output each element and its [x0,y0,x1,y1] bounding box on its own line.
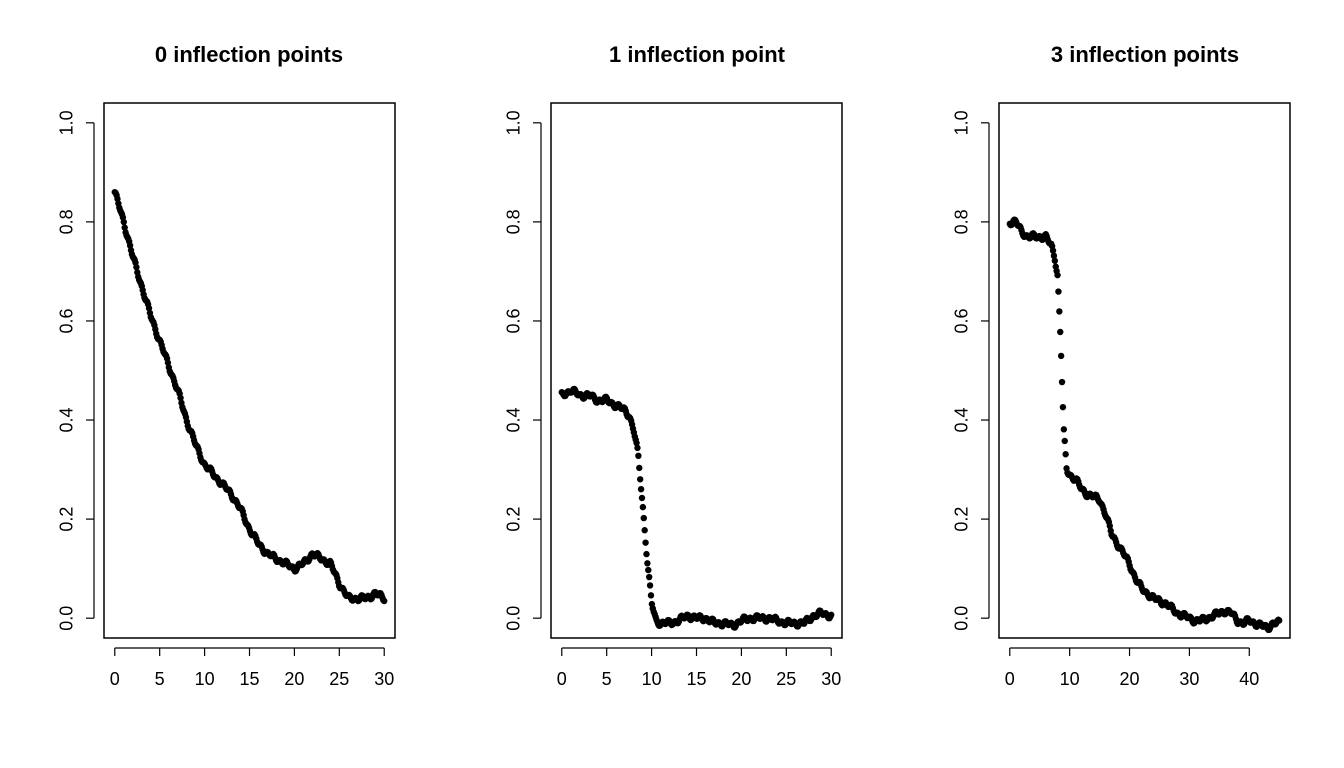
panel-title: 3 inflection points [1051,42,1239,67]
x-tick-label: 10 [195,669,215,689]
x-tick-label: 5 [602,669,612,689]
data-point [647,592,655,599]
data-point [1276,617,1283,624]
data-point [639,503,647,511]
x-tick-label: 30 [1179,669,1199,689]
y-tick-label: 0.8 [504,209,524,234]
x-tick-label: 15 [686,669,706,689]
x-tick-label: 30 [374,669,394,689]
data-point [1050,252,1058,260]
data-point [381,597,388,605]
y-tick-label: 0.6 [504,308,524,333]
data-point [1051,257,1059,264]
data-point [645,573,653,581]
data-points [558,385,835,631]
y-tick-label: 0.4 [57,408,77,433]
data-point [637,485,645,493]
x-tick-label: 25 [776,669,796,689]
data-point [1049,247,1057,254]
data-point [633,439,640,447]
y-tick-label: 1.0 [57,110,77,135]
data-point [634,444,641,452]
data-point [1059,403,1067,411]
y-tick-label: 1.0 [504,110,524,135]
panel-1: 0 inflection points 0 5 10 15 20 25 30 0.0 0.2 0.4… [57,42,396,689]
data-point [1055,288,1062,295]
data-point [164,359,172,366]
x-tick-label: 10 [1060,669,1080,689]
plot-frame [103,102,396,639]
y-tick-label: 0.8 [57,209,77,234]
data-point [1060,426,1068,433]
y-tick-label: 1.0 [952,110,972,135]
data-point [1058,378,1066,386]
plot-frame [998,102,1291,639]
data-point [646,582,654,589]
data-point [1062,451,1069,458]
data-point [1054,271,1061,279]
x-tick-label: 20 [284,669,304,689]
x-tick-label: 0 [557,669,567,689]
y-tick-label: 0.8 [952,209,972,234]
y-tick-label: 0.6 [952,308,972,333]
y-tick-label: 0.6 [57,308,77,333]
y-tick-label: 0.0 [504,606,524,631]
data-point [120,218,127,226]
y-tick-label: 0.0 [57,606,77,631]
y-tick-label: 0.2 [57,507,77,532]
y-tick-label: 0.2 [952,507,972,532]
y-tick-label: 0.2 [504,507,524,532]
data-point [121,224,128,231]
y-tick-label: 0.0 [952,606,972,631]
x-tick-label: 40 [1239,669,1259,689]
x-tick-label: 20 [731,669,751,689]
data-point [1057,352,1065,360]
x-tick-label: 20 [1120,669,1140,689]
data-point [645,566,652,574]
data-point [636,464,643,472]
data-point [635,452,642,459]
panel-title: 1 inflection point [609,42,786,67]
data-point [145,305,153,312]
data-point [640,514,647,522]
panel-2: 1 inflection point 0 5 10 15 20 25 30 0.0 0.2 0.4 0… [504,42,843,689]
data-point [641,527,648,534]
x-tick-label: 10 [642,669,662,689]
data-point [638,494,646,502]
data-point [177,394,184,402]
x-tick-label: 0 [110,669,120,689]
data-point [1056,308,1063,315]
data-point [1106,522,1114,530]
x-tick-label: 15 [239,669,259,689]
panel-3: 3 inflection points 0 10 20 30 40 0.0 0.2 0.4 0.6… [952,42,1291,689]
y-tick-label: 0.4 [504,408,524,433]
data-point [133,263,140,271]
data-point [1057,328,1064,336]
y-tick-label: 0.4 [952,408,972,433]
data-point [636,476,644,483]
data-point [644,560,651,567]
x-tick-label: 30 [821,669,841,689]
plot-frame [550,102,843,639]
x-tick-label: 25 [329,669,349,689]
data-points [1006,216,1283,634]
data-points [111,188,388,605]
data-point [643,550,650,558]
data-point [1061,437,1068,445]
data-point [828,611,835,618]
data-point [642,539,649,546]
panel-title: 0 inflection points [155,42,343,67]
x-tick-label: 0 [1005,669,1015,689]
x-tick-label: 5 [155,669,165,689]
